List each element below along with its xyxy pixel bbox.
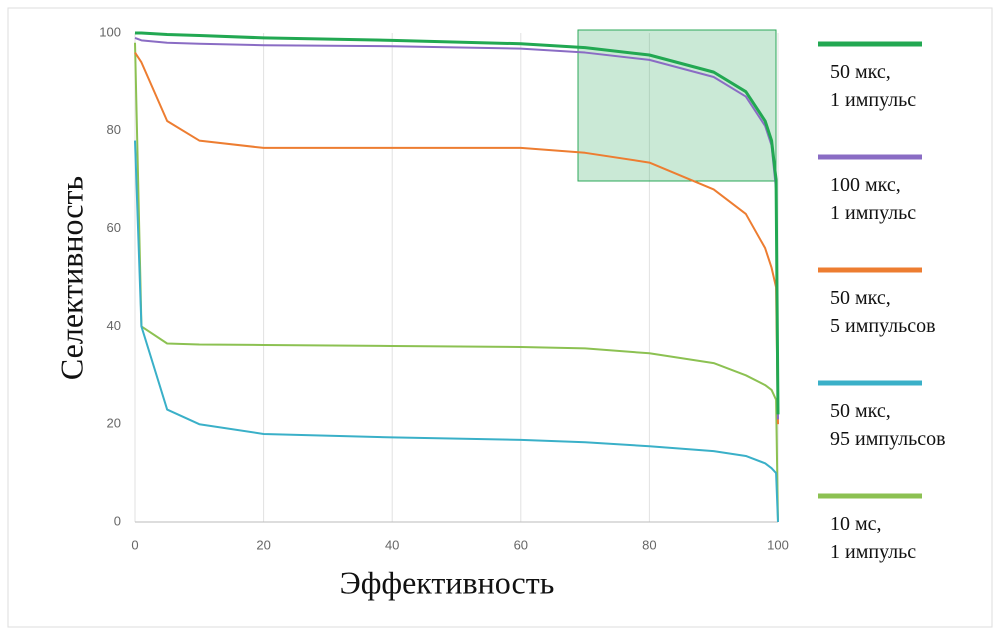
x-tick-label: 60 [514, 537, 528, 552]
series-line [134, 36, 779, 420]
x-tick-label: 0 [131, 537, 138, 552]
series-line [134, 42, 779, 523]
series-line [134, 140, 779, 523]
series-line [135, 31, 780, 415]
legend-label: 50 мкс, 5 импульсов [830, 287, 936, 337]
x-tick-label: 40 [385, 537, 399, 552]
series-line [134, 52, 779, 425]
x-tick-label: 80 [642, 537, 656, 552]
y-tick-label: 0 [114, 513, 121, 528]
x-axis-title: Эффективность [340, 564, 555, 600]
frame [7, 7, 993, 628]
legend-label: 50 мкс, 1 импульс [830, 61, 917, 111]
y-tick-label: 20 [107, 416, 121, 431]
highlight-region [577, 29, 777, 182]
y-tick-label: 80 [107, 122, 121, 137]
legend-label: 10 мс, 1 импульс [830, 513, 917, 563]
legend-label: 50 мкс, 95 импульсов [830, 400, 946, 450]
y-axis-title: Селективность [53, 176, 89, 380]
y-tick-label: 40 [107, 318, 121, 333]
y-tick-label: 60 [107, 220, 121, 235]
y-tick-label: 100 [99, 24, 121, 39]
x-tick-label: 20 [256, 537, 270, 552]
x-tick-label: 100 [767, 537, 789, 552]
legend-label: 100 мкс, 1 импульс [830, 174, 917, 224]
